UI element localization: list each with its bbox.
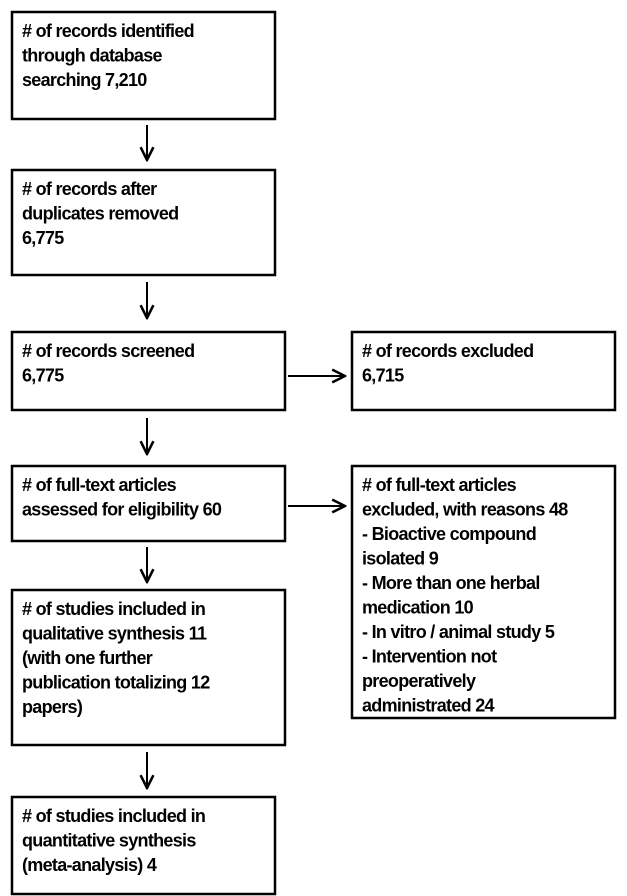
- box: [10, 464, 287, 543]
- box-text: - More than one herbal: [362, 573, 540, 593]
- box-text: through database: [22, 45, 163, 65]
- box-text: # of studies included in: [22, 599, 205, 619]
- box: [350, 330, 617, 412]
- box-text: # of studies included in: [22, 806, 205, 826]
- box-text: - Bioactive compound: [362, 524, 536, 544]
- box-text: preoperatively: [362, 671, 476, 691]
- box-text: # of records screened: [22, 341, 194, 361]
- box-text: isolated 9: [362, 548, 439, 568]
- box-text: papers): [22, 697, 83, 717]
- box-text: qualitative synthesis 11: [22, 623, 207, 643]
- box-text: administrated 24: [362, 695, 495, 715]
- box-text: - Intervention not: [362, 646, 497, 666]
- box-text: - In vitro / animal study 5: [362, 622, 555, 642]
- box-text: # of records excluded: [362, 341, 533, 361]
- box-text: # of records identified: [22, 21, 194, 41]
- box-text: assessed for eligibility 60: [22, 499, 222, 519]
- box-text: (meta-analysis) 4: [22, 855, 157, 875]
- box: [10, 330, 287, 412]
- box: [10, 10, 277, 121]
- box-text: quantitative synthesis: [22, 830, 196, 850]
- box-text: 6,715: [362, 365, 404, 385]
- box-text: 6,775: [22, 228, 64, 248]
- box-text: publication totalizing 12: [22, 672, 210, 692]
- box-text: (with one further: [22, 648, 153, 668]
- box: [10, 588, 287, 747]
- box-text: medication 10: [362, 597, 474, 617]
- box-text: duplicates removed: [22, 203, 178, 223]
- box-text: 6,775: [22, 365, 64, 385]
- box-text: # of full-text articles: [22, 475, 177, 495]
- arrows: [147, 125, 345, 788]
- box-text: # of full-text articles: [362, 475, 517, 495]
- box: [10, 795, 277, 896]
- box: [350, 464, 617, 720]
- box-text: excluded, with reasons 48: [362, 499, 568, 519]
- box-text: # of records after: [22, 179, 157, 199]
- box-text: searching 7,210: [22, 70, 147, 90]
- box: [10, 168, 277, 277]
